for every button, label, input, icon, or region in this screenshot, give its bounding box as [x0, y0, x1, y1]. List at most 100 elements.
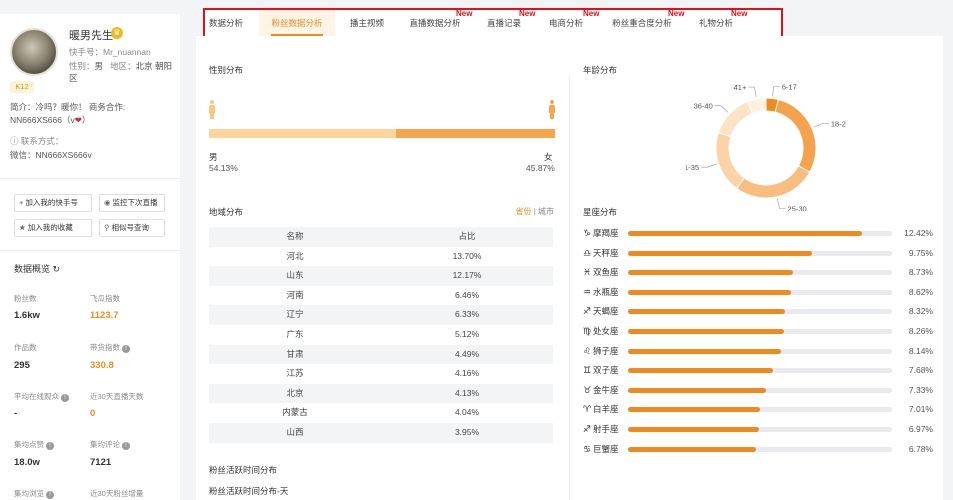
age-slice-36-40[interactable] — [717, 100, 754, 138]
fans-count: 1.6kw — [14, 310, 40, 321]
tab-fans-overlap[interactable]: 粉丝重合度分析 — [612, 18, 672, 28]
info-icon[interactable]: ! — [61, 394, 69, 402]
region-table: 名称 占比 河北 13.70% 山东 12.17% 河南 6.46% 辽宁 6.33% 广东 5.1… — [209, 227, 553, 443]
age-slice-25-30[interactable] — [735, 165, 811, 199]
age-label-line — [714, 105, 729, 113]
new-badge: New — [731, 9, 748, 18]
profile-name: 暖男先生 — [69, 30, 113, 42]
stat-label: 平均在线观众! — [14, 391, 69, 402]
zodiac-percent: 8.62% — [908, 286, 933, 297]
zodiac-percent: 9.75% — [908, 247, 933, 258]
refresh-icon[interactable]: ↻ — [52, 264, 61, 274]
add-kuaishou-button[interactable]: + 加入我的快手号 — [14, 194, 92, 212]
live-days-30: 0 — [90, 408, 96, 419]
table-row: 江苏 4.16% — [209, 364, 553, 384]
zodiac-row: ♍ 处女座 8.26% — [583, 325, 933, 337]
level-badge: K12 — [10, 81, 34, 93]
age-label-line — [772, 86, 780, 97]
table-header: 名称 占比 — [209, 227, 553, 247]
zodiac-bar[interactable] — [628, 387, 767, 393]
zodiac-bar[interactable] — [628, 231, 863, 236]
zodiac-icon: ♑ — [583, 228, 592, 238]
female-bar[interactable] — [396, 129, 555, 138]
age-label-line — [777, 198, 786, 209]
monitor-live-button[interactable]: ◉ 监控下次直播 — [99, 194, 165, 212]
city-tab[interactable]: 城市 — [538, 207, 554, 216]
age-label: 41+ — [734, 83, 747, 92]
zodiac-percent: 8.14% — [908, 345, 933, 356]
divider — [569, 76, 570, 500]
table-row: 内蒙古 4.04% — [209, 403, 553, 423]
zodiac-icon: ♈ — [583, 404, 592, 415]
zodiac-name: ♒ 水瓶座 — [583, 286, 619, 297]
zodiac-bar[interactable] — [628, 329, 784, 334]
zodiac-bar[interactable] — [628, 427, 760, 432]
age-label: 6-17 — [782, 82, 797, 91]
zodiac-icon: ♉ — [583, 384, 592, 395]
zodiac-row: ♌ 狮子座 8.14% — [583, 345, 933, 357]
zodiac-name: ♋ 巨蟹座 — [583, 443, 619, 454]
region-name: 内蒙古 — [282, 407, 308, 418]
zodiac-bar-track — [628, 387, 892, 393]
region-percent: 4.16% — [454, 368, 480, 379]
zodiac-percent: 8.32% — [908, 306, 933, 317]
zodiac-bar[interactable] — [628, 407, 761, 413]
zodiac-bar[interactable] — [628, 250, 812, 256]
region-percent: 12.17% — [452, 270, 482, 281]
zodiac-bar[interactable] — [628, 348, 782, 354]
zodiac-percent: 8.73% — [908, 267, 933, 278]
avatar[interactable] — [10, 28, 58, 76]
stat-label: 粉丝数 — [14, 294, 37, 303]
tab-fans-analysis[interactable]: 粉丝数据分析 — [259, 10, 335, 36]
zodiac-name: ♓ 双鱼座 — [583, 267, 619, 278]
stat-label: 近30天粉丝增量 — [90, 489, 144, 498]
tab-live-analysis[interactable]: 直播数据分析 — [409, 18, 461, 28]
info-icon[interactable]: ! — [46, 491, 54, 499]
region-percent: 6.46% — [454, 289, 480, 300]
info-icon[interactable]: ! — [46, 442, 54, 450]
age-slice-31-35[interactable] — [715, 131, 745, 190]
zodiac-name: ♌ 狮子座 — [583, 345, 619, 356]
table-row: 北京 4.13% — [209, 383, 553, 404]
male-label: 男 — [209, 152, 218, 162]
region-name: 甘肃 — [286, 348, 304, 359]
region-name: 山西 — [286, 426, 304, 437]
zodiac-bar-track — [628, 446, 892, 452]
zodiac-row: ♓ 双鱼座 8.73% — [583, 266, 933, 278]
zodiac-bar[interactable] — [628, 270, 793, 276]
similar-search-button[interactable]: ⚲ 相似号查询 — [99, 219, 165, 237]
male-icon — [208, 100, 216, 120]
tab-data-analysis[interactable]: 数据分析 — [208, 18, 243, 28]
zodiac-bar[interactable] — [628, 446, 756, 452]
age-slice-41+[interactable] — [746, 97, 767, 115]
tab-gifts[interactable]: 礼物分析 — [698, 18, 733, 28]
zodiac-percent: 12.42% — [904, 228, 933, 238]
age-label-line — [813, 123, 829, 128]
zodiac-name: ♈ 白羊座 — [583, 404, 619, 415]
sales-index: 330.8 — [90, 360, 114, 371]
zodiac-name: ♎ 天秤座 — [583, 247, 619, 258]
male-bar[interactable] — [209, 129, 397, 138]
zodiac-bar-track — [628, 270, 892, 276]
add-favorite-button[interactable]: ★ 加入我的收藏 — [14, 219, 92, 237]
zodiac-bar[interactable] — [628, 309, 785, 315]
zodiac-bar-track — [628, 231, 892, 236]
region-percent: 4.13% — [454, 387, 480, 398]
tab-videos[interactable]: 播主视频 — [349, 18, 384, 28]
male-percent: 54.13% — [209, 163, 238, 173]
heart-icon: ❤ — [74, 115, 82, 125]
zodiac-name: ♍ 处女座 — [583, 326, 619, 336]
tab-ecommerce[interactable]: 电商分析 — [548, 18, 583, 28]
info-icon[interactable]: ! — [122, 345, 130, 353]
intro-line-2: NN666XS666（v❤） — [10, 115, 91, 125]
info-icon[interactable]: ! — [122, 442, 130, 450]
zodiac-bar[interactable] — [628, 289, 791, 295]
age-label: 31-35 — [686, 163, 699, 172]
divider — [0, 178, 180, 179]
zodiac-row: ♉ 金牛座 7.33% — [583, 384, 933, 396]
tab-live-records[interactable]: 直播记录 — [486, 18, 521, 28]
province-tab[interactable]: 省份 — [515, 207, 532, 216]
zodiac-bar[interactable] — [628, 368, 773, 374]
age-slice-18-24[interactable] — [774, 98, 817, 173]
tab-bar: 数据分析 粉丝数据分析 播主视频 直播数据分析 直播记录 电商分析 粉丝重合度分… — [203, 8, 783, 38]
